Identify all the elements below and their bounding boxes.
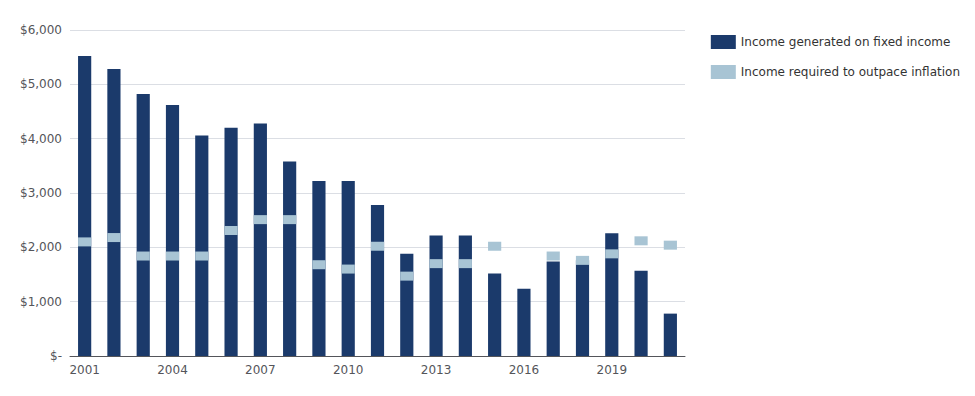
svg-text:Income required to outpace inf: Income required to outpace inflation — [741, 65, 960, 79]
svg-text:$6,000: $6,000 — [20, 23, 62, 37]
svg-text:2004: 2004 — [157, 363, 188, 377]
svg-text:$3,000: $3,000 — [20, 186, 62, 200]
svg-text:2007: 2007 — [245, 363, 276, 377]
svg-text:$4,000: $4,000 — [20, 132, 62, 146]
svg-text:2019: 2019 — [597, 363, 628, 377]
svg-text:2016: 2016 — [509, 363, 540, 377]
svg-text:$1,000: $1,000 — [20, 295, 62, 309]
svg-text:Income generated on fixed inco: Income generated on fixed income — [741, 35, 951, 49]
svg-text:2013: 2013 — [421, 363, 452, 377]
svg-text:$2,000: $2,000 — [20, 240, 62, 254]
svg-text:2001: 2001 — [69, 363, 100, 377]
svg-text:2010: 2010 — [333, 363, 364, 377]
svg-text:$-: $- — [50, 349, 62, 363]
svg-text:$5,000: $5,000 — [20, 77, 62, 91]
